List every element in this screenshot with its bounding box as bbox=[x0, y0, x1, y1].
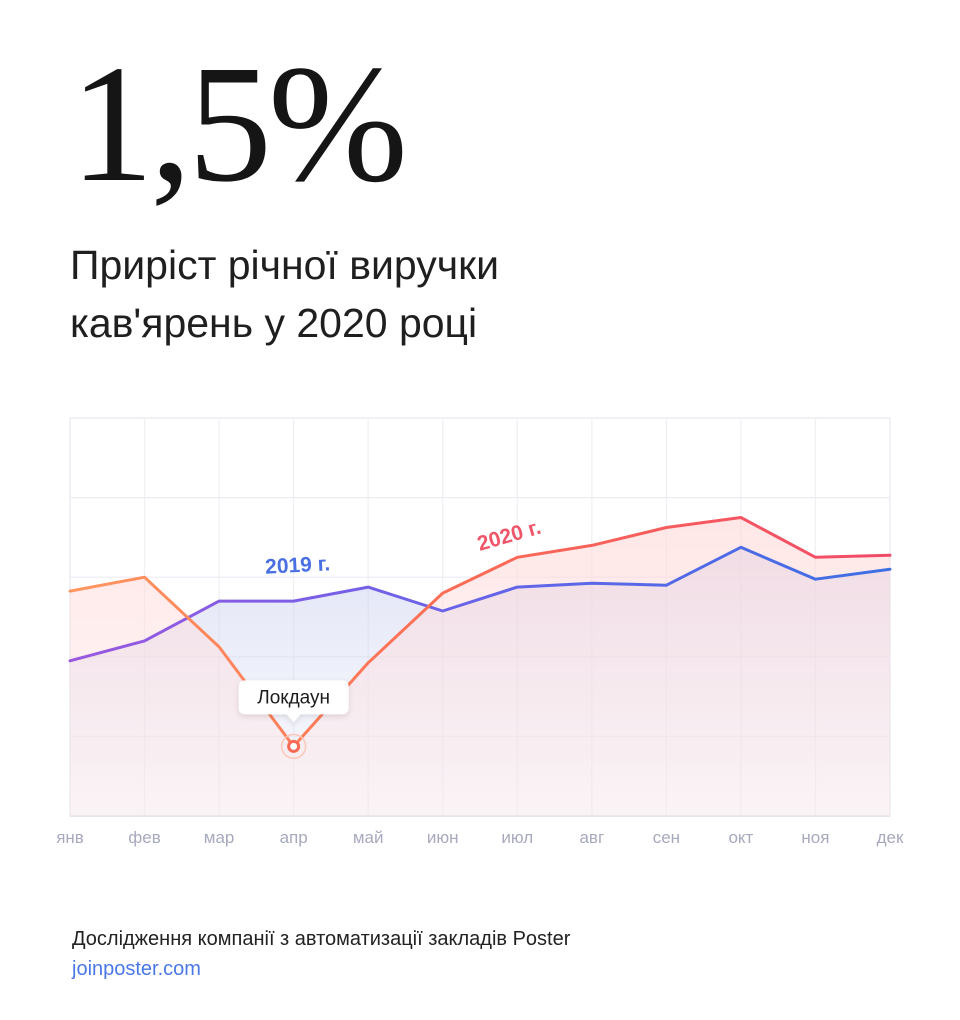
source-note: Дослідження компанії з автоматизації зак… bbox=[72, 928, 571, 950]
x-tick-label-4: апр bbox=[280, 828, 308, 847]
x-tick-label-7: июл bbox=[501, 828, 533, 847]
x-tick-label-12: дек bbox=[877, 828, 904, 847]
lockdown-tooltip bbox=[238, 680, 349, 723]
subtitle: Приріст річної виручки кав'ярень у 2020 … bbox=[70, 236, 890, 352]
subtitle-line-1: Приріст річної виручки bbox=[70, 242, 499, 288]
series-line-2020 bbox=[68, 516, 892, 748]
series-label-2020: 2020 г. bbox=[475, 516, 544, 556]
x-tick-label-10: окт bbox=[728, 828, 753, 847]
x-tick-label-11: ноя bbox=[801, 828, 829, 847]
x-axis-ticks: янв фев мар апр май июн июл авг сен окт ноя дек bbox=[56, 828, 904, 847]
area-2020 bbox=[70, 517, 890, 816]
x-tick-label-2: фев bbox=[128, 828, 160, 847]
subtitle-line-2: кав'ярень у 2020 році bbox=[70, 300, 478, 346]
x-tick-label-9: сен bbox=[653, 828, 680, 847]
series-line-2019 bbox=[68, 545, 892, 663]
revenue-chart: 2019 г. 2020 г. Локдаун янв фев мар апр май ию… bbox=[56, 417, 904, 847]
lockdown-label: Локдаун bbox=[257, 687, 330, 708]
footer: Дослідження компанії з автоматизації зак… bbox=[72, 924, 570, 984]
area-fills bbox=[70, 517, 890, 816]
series-label-2019: 2019 г. bbox=[265, 552, 331, 578]
lockdown-halo bbox=[280, 733, 307, 760]
source-link[interactable]: joinposter.com bbox=[72, 958, 201, 980]
x-tick-label-1: янв bbox=[56, 828, 84, 847]
x-tick-label-5: май bbox=[353, 828, 384, 847]
lockdown-point bbox=[287, 739, 301, 753]
annotation: Локдаун bbox=[238, 680, 349, 760]
x-tick-label-6: июн bbox=[427, 828, 459, 847]
tooltip-box bbox=[238, 680, 349, 715]
series-lines bbox=[68, 516, 892, 748]
x-tick-label-3: мар bbox=[204, 828, 235, 847]
tooltip-pointer bbox=[286, 714, 301, 723]
x-tick-label-8: авг bbox=[579, 828, 604, 847]
headline-value: 1,5% bbox=[70, 31, 408, 217]
